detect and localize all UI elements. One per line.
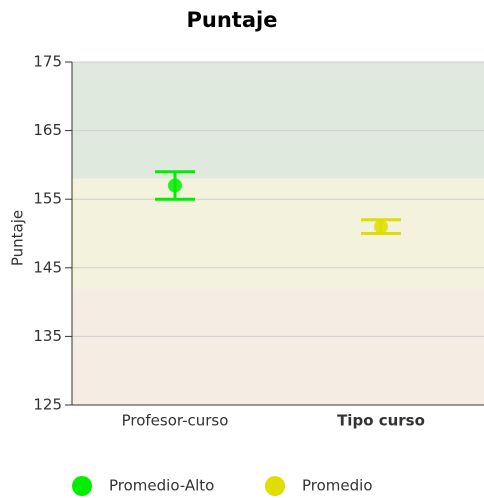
- legend-swatch: [265, 476, 285, 496]
- legend-swatch: [72, 476, 92, 496]
- point: [168, 178, 182, 193]
- legend-label: Promedio: [302, 477, 373, 495]
- y-tick-label: 135: [33, 327, 62, 345]
- x-tick-label: Profesor-curso: [122, 412, 229, 430]
- x-tick-label: Tipo curso: [337, 412, 425, 430]
- plot-band: [72, 178, 484, 289]
- y-tick-label: 145: [33, 258, 62, 276]
- y-tick-label: 175: [33, 53, 62, 71]
- legend-label: Promedio-Alto: [109, 477, 214, 495]
- plot-band: [72, 62, 484, 179]
- y-tick-label: 125: [33, 396, 62, 414]
- chart-title: Puntaje: [187, 8, 278, 32]
- point: [374, 219, 388, 234]
- y-tick-label: 165: [33, 121, 62, 139]
- y-axis-label: Puntaje: [9, 210, 27, 266]
- y-tick-label: 155: [33, 190, 62, 208]
- plot-band: [72, 288, 484, 405]
